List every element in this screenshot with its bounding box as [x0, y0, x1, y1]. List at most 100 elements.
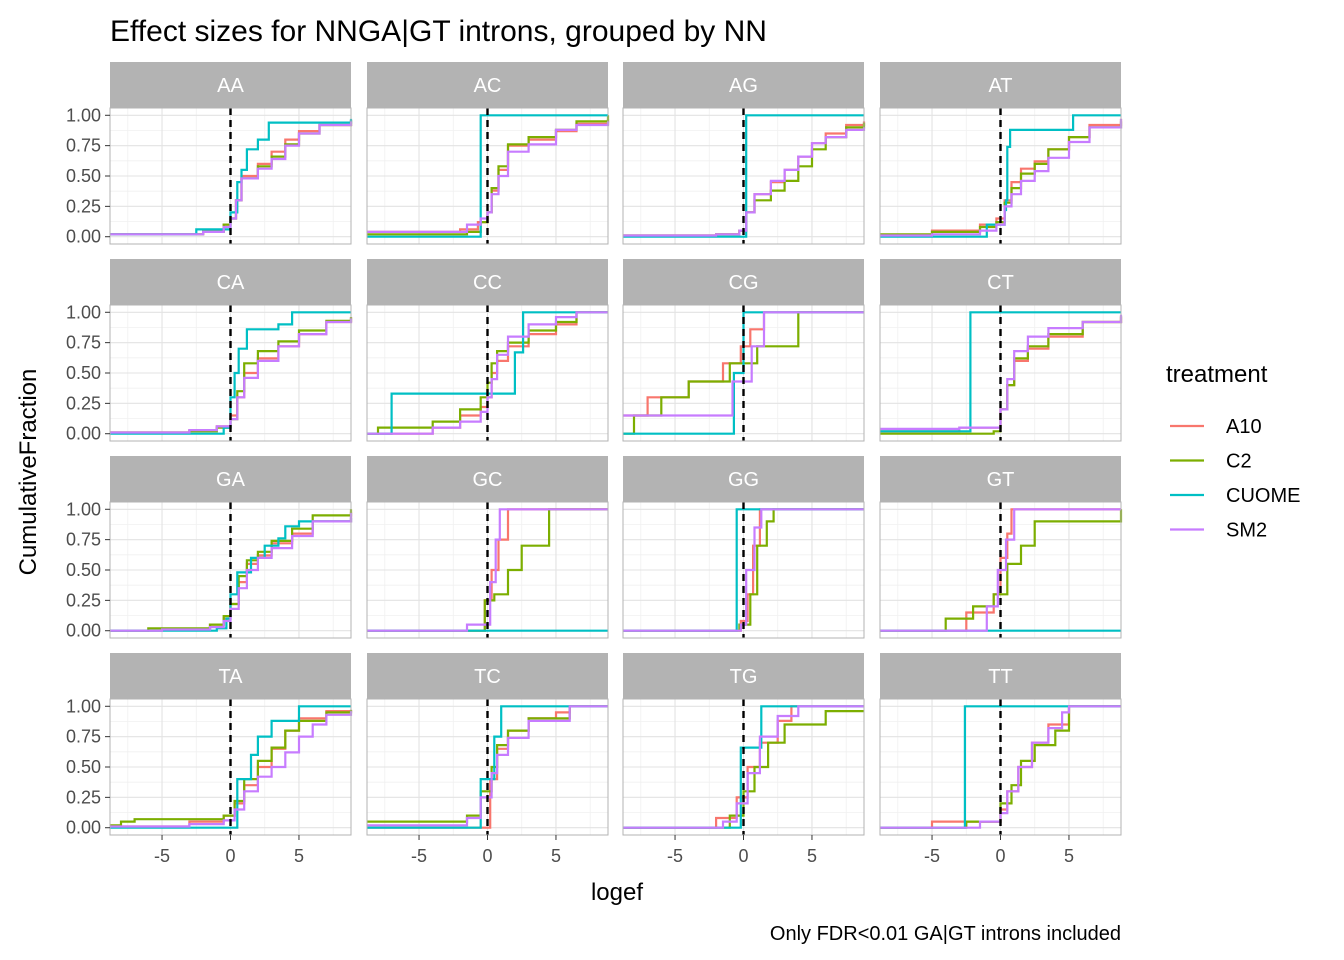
facet-strip-label: GA	[216, 469, 246, 491]
series-sm2-line	[623, 705, 864, 829]
x-tick-label: 0	[995, 846, 1005, 866]
series-c2-line	[367, 311, 608, 435]
panel-border	[879, 304, 1122, 442]
facet-ct: CT	[879, 259, 1123, 442]
panel-border	[366, 107, 609, 245]
y-tick-label: 0.75	[66, 530, 101, 550]
legend-label-c2: C2	[1226, 451, 1252, 473]
facet-strip	[110, 62, 351, 108]
y-tick-label: 0.00	[66, 621, 101, 641]
facet-strip	[623, 653, 864, 699]
series-sm2-line	[880, 508, 1121, 632]
facet-ag: AG	[622, 62, 866, 245]
facet-strip-label: GC	[473, 469, 503, 491]
series-sm2-line	[110, 711, 353, 828]
x-tick-label: 5	[294, 846, 304, 866]
facet-cg: CG	[622, 259, 865, 442]
y-tick-label: 0.25	[66, 196, 101, 216]
facet-strip	[367, 259, 608, 305]
x-tick-label: -5	[924, 846, 940, 866]
series-sm2-line	[367, 121, 610, 233]
panel-border	[366, 304, 609, 442]
facet-strip-label: TG	[730, 666, 758, 688]
facet-strip	[880, 62, 1121, 108]
x-tick-label: 5	[807, 846, 817, 866]
facet-strip	[623, 456, 864, 502]
series-sm2-line	[623, 127, 866, 237]
y-tick-label: 1.00	[66, 499, 101, 519]
series-cuome-line	[880, 114, 1121, 238]
facet-gc: GC	[366, 456, 609, 639]
x-tick-label: 0	[738, 846, 748, 866]
series-sm2-line	[110, 512, 353, 632]
x-tick-label: 0	[482, 846, 492, 866]
panel-border	[879, 501, 1122, 639]
facet-panels: AA 0.00 0.25 0.50 0.75 1.00 AC AG AT CA 0.00 0.25 0.…	[66, 62, 1123, 866]
facet-strip	[367, 456, 608, 502]
y-tick-label: 0.25	[66, 590, 101, 610]
facet-strip-label: TA	[218, 666, 243, 688]
facet-gt: GT	[879, 456, 1123, 639]
series-sm2-line	[367, 311, 608, 435]
series-cuome-line	[110, 517, 353, 632]
facet-strip	[367, 62, 608, 108]
facet-tg: TG -5 0 5	[622, 653, 865, 866]
y-tick-label: 0.00	[66, 818, 101, 838]
facet-at: AT	[879, 62, 1123, 245]
series-sm2-line	[367, 705, 608, 827]
facet-aa: AA 0.00 0.25 0.50 0.75 1.00	[66, 62, 353, 247]
series-sm2-line	[623, 311, 864, 417]
series-cuome-line	[110, 705, 351, 829]
series-sm2-line	[110, 318, 353, 434]
y-tick-label: 0.50	[66, 166, 101, 186]
legend-label-cuome: CUOME	[1226, 485, 1300, 507]
x-tick-label: 5	[1064, 846, 1074, 866]
y-tick-label: 0.50	[66, 757, 101, 777]
facet-strip-label: CG	[729, 272, 759, 294]
y-tick-label: 0.25	[66, 787, 101, 807]
series-cuome-line	[367, 114, 608, 238]
panel-border	[366, 501, 609, 639]
facet-strip-label: AT	[988, 75, 1012, 97]
chart-caption: Only FDR<0.01 GA|GT introns included	[770, 923, 1121, 945]
facet-strip	[880, 456, 1121, 502]
y-tick-label: 0.75	[66, 333, 101, 353]
x-tick-label: 5	[551, 846, 561, 866]
panel-border	[622, 107, 865, 245]
legend-label-a10: A10	[1226, 416, 1262, 438]
series-sm2-line	[880, 705, 1121, 829]
series-sm2-line	[110, 121, 353, 236]
y-tick-label: 0.75	[66, 136, 101, 156]
y-tick-label: 0.50	[66, 363, 101, 383]
x-axis-title: logef	[591, 879, 643, 906]
facet-ga: GA 0.00 0.25 0.50 0.75 1.00	[66, 456, 353, 641]
facet-strip-label: CA	[217, 272, 245, 294]
facet-ta: TA 0.00 0.25 0.50 0.75 1.00 -5 0 5	[66, 653, 353, 866]
series-sm2-line	[880, 118, 1123, 237]
series-c2-line	[623, 710, 864, 829]
y-tick-label: 0.50	[66, 560, 101, 580]
facet-strip	[623, 259, 864, 305]
facet-ac: AC	[366, 62, 610, 245]
panel-border	[622, 304, 865, 442]
series-cuome-line	[880, 311, 1121, 433]
facet-strip-label: AA	[217, 75, 244, 97]
y-tick-label: 1.00	[66, 696, 101, 716]
facet-strip	[623, 62, 864, 108]
y-tick-label: 1.00	[66, 302, 101, 322]
panel-border	[879, 107, 1122, 245]
facet-strip	[880, 653, 1121, 699]
x-tick-label: -5	[411, 846, 427, 866]
series-cuome-line	[110, 311, 351, 435]
series-cuome-line	[367, 705, 608, 829]
facet-strip	[367, 653, 608, 699]
facet-strip-label: TC	[474, 666, 501, 688]
facet-strip	[110, 456, 351, 502]
facet-strip-label: GT	[987, 469, 1015, 491]
x-tick-label: -5	[154, 846, 170, 866]
series-sm2-line	[880, 314, 1123, 430]
facet-strip-label: CT	[987, 272, 1014, 294]
facet-cc: CC	[366, 259, 609, 442]
panel-border	[622, 501, 865, 639]
